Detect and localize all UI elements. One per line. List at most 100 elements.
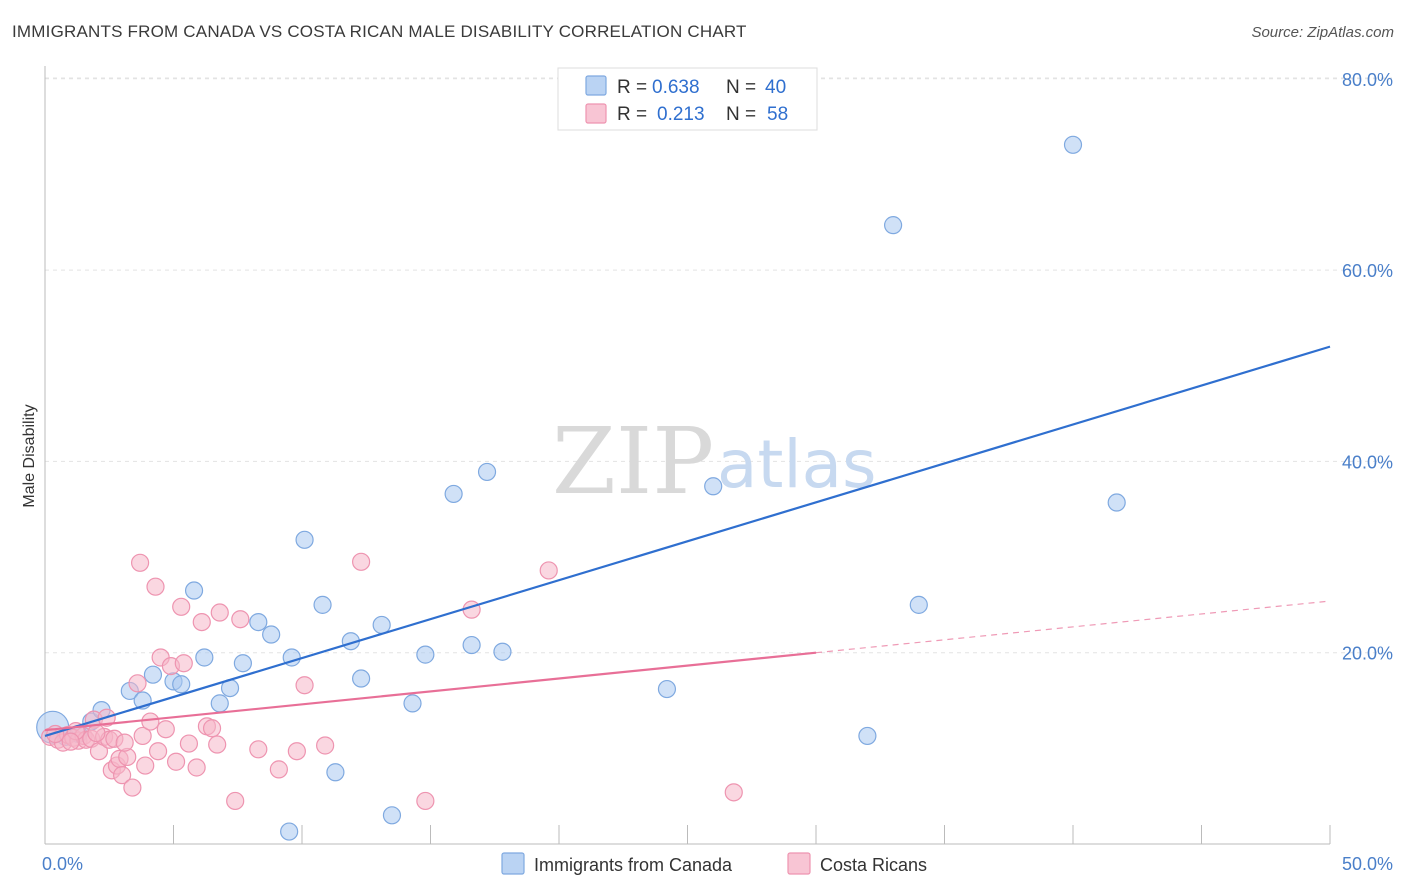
trend-line-costa-rica	[44, 651, 817, 732]
point-canada-25	[382, 806, 402, 825]
point-costa-rica-25	[146, 577, 165, 596]
point-costa-rica-20	[128, 674, 147, 693]
point-costa-rica-41	[231, 610, 250, 629]
point-costa-rica-52	[87, 723, 106, 743]
point-costa-rica-48	[416, 791, 435, 811]
point-costa-rica-42	[249, 740, 268, 759]
point-canada-36	[909, 595, 928, 614]
point-costa-rica-21	[130, 553, 150, 572]
source-credit: Source: ZipAtlas.com	[1251, 24, 1394, 41]
point-costa-rica-35	[192, 612, 211, 632]
point-canada-18	[280, 822, 299, 841]
point-costa-rica-17	[112, 766, 132, 785]
point-canada-35	[883, 216, 903, 235]
point-costa-rica-46	[316, 736, 335, 755]
y-tick-label-40: 40.0%	[1342, 452, 1393, 472]
y-axis-label: Male Disability	[21, 404, 38, 507]
point-canada-15	[249, 612, 268, 632]
point-costa-rica-44	[287, 742, 306, 761]
x-tick-label-min: 0.0%	[42, 854, 83, 874]
correlation-legend: R = 0.638 N = 40 R = 0.213 N = 58	[557, 67, 818, 131]
legend-swatch-costa-rica	[585, 103, 607, 124]
legend-n-value-costa-rica: 58	[767, 104, 788, 125]
series-label-canada: Immigrants from Canada	[534, 855, 733, 875]
point-canada-9	[172, 675, 191, 694]
x-tick-labels: 0.0% 50.0%	[42, 854, 1393, 874]
point-canada-20	[313, 595, 332, 614]
legend-r-value-costa-rica: 0.213	[657, 104, 705, 125]
point-canada-11	[195, 648, 214, 667]
series-label-costa-rica: Costa Ricans	[820, 855, 927, 875]
point-costa-rica-39	[210, 603, 229, 622]
chart-title: IMMIGRANTS FROM CANADA VS COSTA RICAN MA…	[12, 22, 747, 41]
point-canada-33	[704, 477, 723, 496]
point-costa-rica-57	[61, 732, 80, 751]
point-canada-23	[352, 669, 371, 688]
point-canada-12	[210, 694, 229, 713]
x-tick-label-max: 50.0%	[1342, 854, 1393, 874]
point-canada-24	[372, 615, 391, 635]
grid-lines	[45, 77, 1392, 654]
point-costa-rica-23	[136, 756, 155, 775]
point-canada-28	[444, 484, 463, 504]
y-tick-label-60: 60.0%	[1342, 261, 1393, 281]
point-costa-rica-50	[539, 561, 558, 580]
point-costa-rica-51	[724, 783, 743, 802]
series-swatch-costa-rica	[787, 852, 811, 875]
point-costa-rica-19	[123, 778, 142, 797]
point-costa-rica-24	[141, 712, 160, 731]
watermark-atlas: atlas	[717, 426, 877, 503]
legend-r-label-canada: R =	[617, 77, 647, 98]
legend-n-label-canada: N =	[726, 77, 756, 98]
point-costa-rica-33	[179, 734, 199, 753]
point-costa-rica-37	[202, 719, 222, 738]
watermark: ZIP atlas	[552, 408, 877, 515]
point-costa-rica-40	[226, 791, 245, 811]
point-costa-rica-26	[148, 742, 168, 761]
point-costa-rica-49	[462, 600, 481, 619]
y-axis-title: Male Disability	[21, 404, 38, 507]
legend-swatch-canada	[585, 75, 607, 96]
trend-line-extension-costa-rica	[815, 600, 1331, 654]
point-costa-rica-56	[115, 733, 134, 752]
point-canada-7	[143, 665, 163, 684]
point-costa-rica-22	[133, 726, 152, 746]
point-canada-26	[403, 694, 422, 713]
point-costa-rica-38	[208, 735, 227, 754]
series-costa-rica-points	[41, 552, 743, 811]
point-canada-34	[858, 726, 877, 746]
point-costa-rica-32	[174, 654, 193, 673]
point-costa-rica-31	[172, 597, 191, 616]
point-canada-19	[295, 530, 314, 549]
y-tick-label-20: 20.0%	[1342, 644, 1393, 664]
legend-r-value-canada: 0.638	[652, 77, 700, 98]
point-canada-32	[657, 679, 677, 699]
point-costa-rica-45	[295, 676, 314, 695]
point-canada-38	[1107, 493, 1126, 512]
point-canada-16	[262, 625, 281, 644]
trend-line-canada	[44, 345, 1331, 737]
legend-n-label-costa-rica: N =	[726, 104, 756, 125]
trend-lines	[44, 345, 1331, 737]
point-canada-29	[462, 635, 481, 655]
point-canada-27	[416, 645, 435, 664]
point-costa-rica-43	[269, 760, 288, 779]
series-swatch-canada	[501, 852, 525, 875]
point-canada-31	[493, 642, 512, 661]
point-canada-14	[233, 654, 252, 673]
point-canada-10	[184, 581, 204, 600]
y-tick-label-80: 80.0%	[1342, 70, 1393, 90]
point-canada-21	[326, 763, 345, 782]
point-costa-rica-47	[352, 552, 371, 571]
legend-n-value-canada: 40	[765, 77, 786, 98]
watermark-zip: ZIP	[552, 408, 714, 515]
point-canada-30	[477, 462, 497, 482]
y-tick-labels: 20.0% 40.0% 60.0% 80.0%	[1342, 70, 1393, 664]
legend-r-label-costa-rica: R =	[617, 104, 647, 125]
point-costa-rica-28	[156, 720, 175, 739]
series-legend: Immigrants from Canada Costa Ricans	[501, 852, 927, 875]
point-costa-rica-30	[166, 752, 186, 771]
point-canada-37	[1063, 135, 1083, 154]
point-costa-rica-34	[187, 758, 206, 777]
